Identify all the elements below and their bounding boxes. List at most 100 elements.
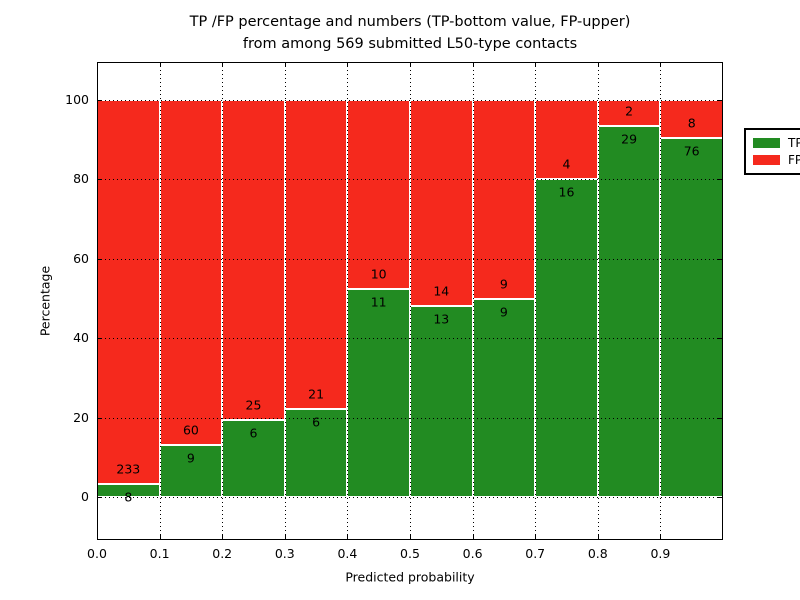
bar-segment-tp <box>660 137 723 497</box>
gridline-vertical <box>284 62 286 540</box>
y-tick-label: 40 <box>73 330 89 346</box>
bar-segment-tp <box>472 298 536 497</box>
legend-swatch-fp <box>753 155 780 165</box>
bar-segment-fp <box>222 100 285 421</box>
y-tick-mark <box>97 258 102 260</box>
bar-label-fp: 9 <box>499 276 508 291</box>
bar-label-fp: 10 <box>370 266 387 282</box>
chart-title: TP /FP percentage and numbers (TP-bottom… <box>189 14 631 52</box>
gridline-horizontal <box>97 179 723 181</box>
gridline-vertical <box>159 62 161 540</box>
x-tick-label: 0.9 <box>650 546 671 561</box>
x-tick-mark <box>284 535 286 540</box>
y-tick-label: 60 <box>73 250 89 266</box>
x-tick-label: 0.4 <box>337 546 358 561</box>
bar-segment-fp <box>159 100 223 446</box>
gridline-horizontal <box>97 497 723 498</box>
legend-label: FP <box>788 153 800 167</box>
x-tick-mark <box>535 535 537 540</box>
gridline-vertical <box>472 62 474 540</box>
bar-label-fp: 14 <box>433 283 450 299</box>
bar-label-tp: 11 <box>370 294 387 310</box>
bar-segment-fp <box>284 100 348 409</box>
x-tick-mark <box>660 62 662 67</box>
bar-label-tp: 16 <box>558 184 575 200</box>
bar-label-tp: 8 <box>124 489 133 505</box>
x-tick-mark <box>472 62 474 67</box>
x-tick-mark <box>660 535 662 540</box>
x-tick-label: 0.0 <box>87 546 107 561</box>
y-tick-mark <box>97 179 102 181</box>
x-tick-mark <box>410 535 411 540</box>
bar-segment-tp <box>410 305 473 497</box>
bar-label-tp: 6 <box>312 414 321 430</box>
legend-row: FP <box>753 154 800 166</box>
bar-label-tp: 9 <box>499 304 508 319</box>
x-tick-mark <box>535 62 537 67</box>
y-tick-label: 80 <box>73 171 89 187</box>
gridline-horizontal <box>97 417 723 419</box>
gridline-vertical <box>597 62 599 540</box>
gridline-vertical <box>222 62 224 540</box>
bar-label-tp: 76 <box>683 143 700 159</box>
x-tick-mark <box>284 62 286 67</box>
x-tick-mark <box>97 535 98 540</box>
x-tick-mark <box>159 535 161 540</box>
y-tick-mark <box>718 417 723 419</box>
y-tick-label: 0 <box>81 489 89 504</box>
y-tick-mark <box>97 338 102 340</box>
x-tick-mark <box>472 535 474 540</box>
bar-segment-tp <box>597 125 661 497</box>
bar-label-tp: 6 <box>249 425 258 441</box>
bar-label-tp: 13 <box>433 311 450 327</box>
bar-label-fp: 21 <box>308 386 325 402</box>
legend-swatch-tp <box>753 138 780 148</box>
gridline-vertical <box>347 62 349 540</box>
x-tick-label: 0.7 <box>525 546 546 561</box>
y-tick-mark <box>718 497 723 498</box>
gridline-horizontal <box>97 338 723 340</box>
x-tick-label: 0.5 <box>400 546 420 561</box>
bar-label-tp: 29 <box>621 131 638 147</box>
y-tick-label: 100 <box>65 92 89 107</box>
legend-row: TP <box>753 137 800 149</box>
gridline-vertical <box>535 62 537 540</box>
plot-area: TP FP 233 8 60 9 25 6 21 6 10 11 14 13 9 9 4 16 2 29 8 76 <box>97 62 800 540</box>
y-tick-mark <box>97 497 102 498</box>
gridline-vertical <box>660 62 662 540</box>
x-tick-label: 0.2 <box>212 546 233 561</box>
bar-label-fp: 4 <box>562 156 571 172</box>
bar-label-fp: 25 <box>245 397 262 413</box>
y-tick-mark <box>718 100 723 101</box>
x-tick-label: 0.3 <box>274 546 295 561</box>
bar-label-fp: 233 <box>116 461 141 477</box>
x-tick-label: 0.1 <box>149 546 170 561</box>
x-tick-mark <box>222 62 224 67</box>
bar-segment-tp <box>347 289 410 497</box>
y-tick-mark <box>718 179 723 181</box>
bar-label-fp: 8 <box>687 115 696 131</box>
bar-label-fp: 2 <box>625 103 634 119</box>
legend: TP FP <box>744 128 800 175</box>
x-tick-mark <box>597 535 599 540</box>
gridline-vertical <box>410 62 411 540</box>
bar-segment-fp <box>472 100 536 299</box>
x-tick-label: 0.8 <box>587 546 608 561</box>
y-tick-mark <box>718 258 723 260</box>
gridline-horizontal <box>97 258 723 260</box>
x-tick-mark <box>410 62 411 67</box>
y-tick-mark <box>718 338 723 340</box>
x-tick-mark <box>347 62 349 67</box>
bar-label-tp: 9 <box>186 450 195 466</box>
y-tick-mark <box>97 417 102 419</box>
x-axis-label: Predicted probability <box>345 569 475 585</box>
bar-segment-tp <box>284 408 348 497</box>
y-tick-mark <box>97 100 102 101</box>
gridline-horizontal <box>97 100 723 101</box>
x-tick-mark <box>347 535 349 540</box>
x-tick-mark <box>597 62 599 67</box>
x-tick-mark <box>222 535 224 540</box>
bar-segment-fp <box>347 100 410 290</box>
x-tick-label: 0.6 <box>462 546 483 561</box>
